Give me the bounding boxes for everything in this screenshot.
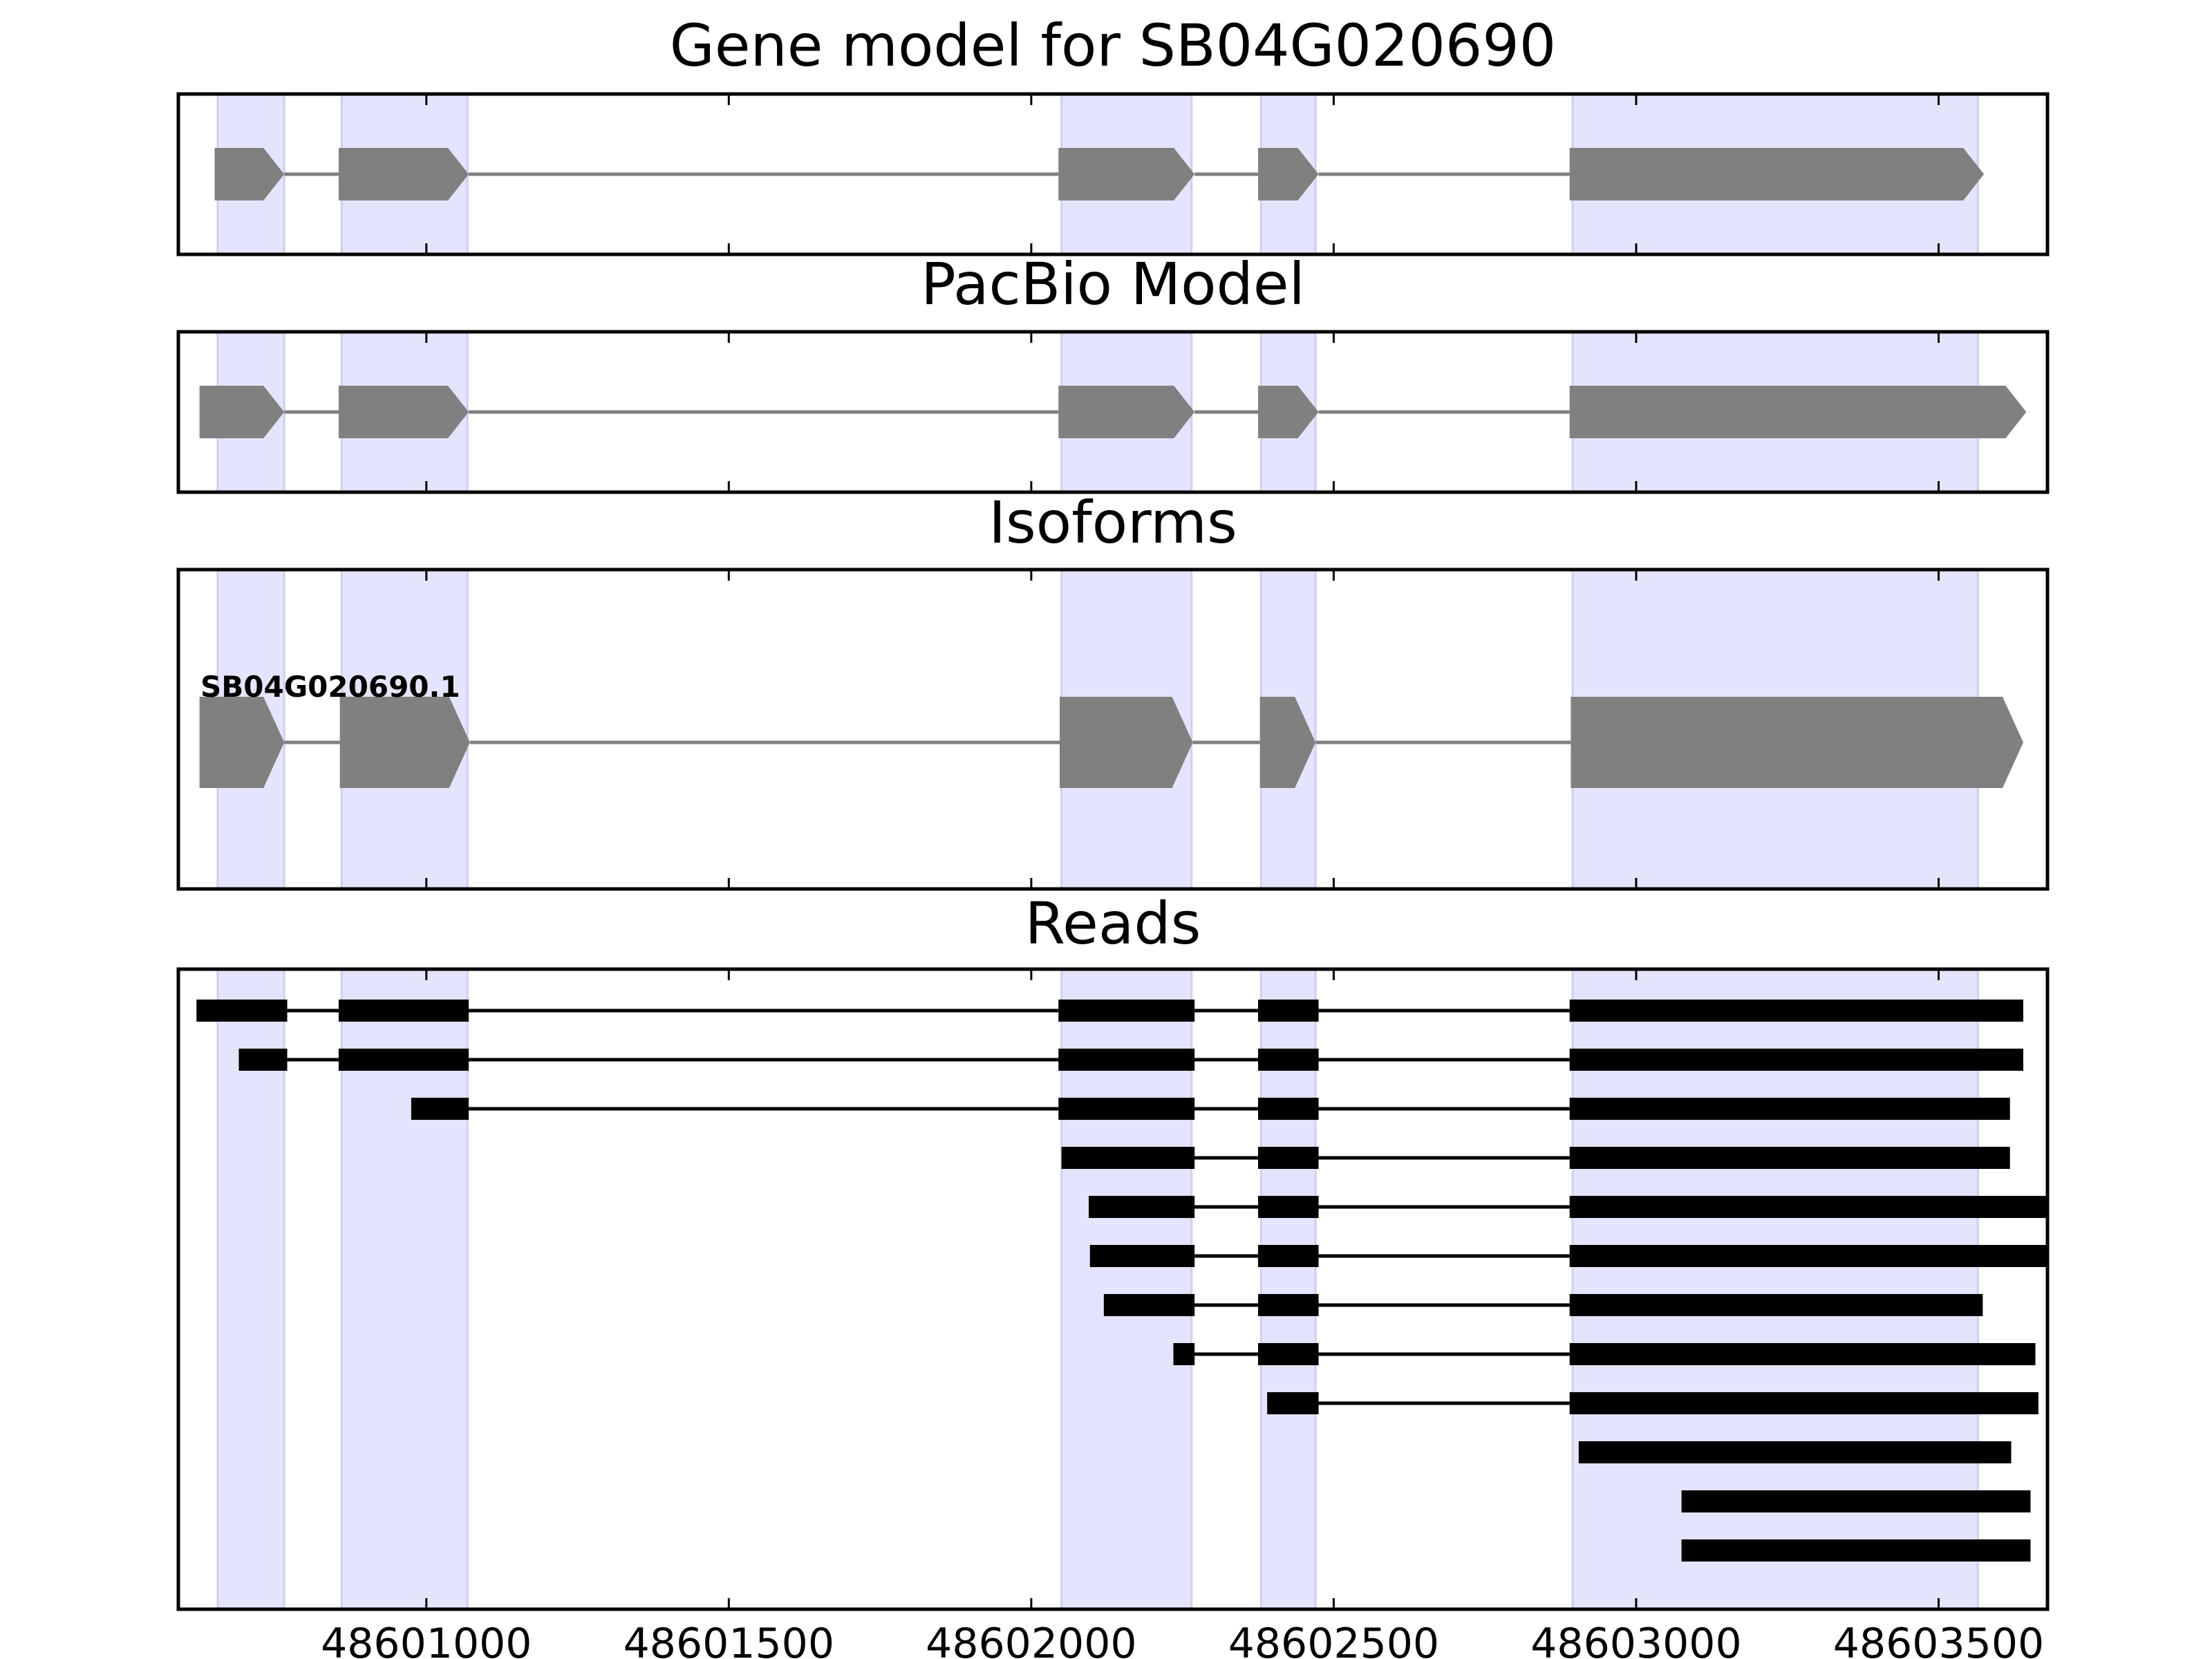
read-block	[1258, 1196, 1319, 1218]
gene-model-ticks	[425, 94, 1940, 254]
pacbio-model-track	[199, 386, 2027, 438]
read-block	[1258, 1098, 1319, 1120]
reads-frame	[176, 967, 2050, 1611]
read-block	[1058, 1000, 1195, 1022]
exon-block	[199, 697, 285, 788]
exon-block	[214, 148, 285, 200]
read-block	[1088, 1196, 1195, 1218]
exon-block	[338, 386, 469, 438]
exon-block	[1058, 148, 1195, 200]
gene-model-track	[214, 148, 1985, 200]
exon-block	[1571, 697, 2023, 788]
reads-ticks	[425, 969, 1940, 1609]
exon-block	[199, 386, 285, 438]
exon-block	[338, 148, 469, 200]
read-block	[1569, 1245, 2047, 1267]
exon-block	[339, 697, 470, 788]
reads-panel	[176, 967, 2050, 1611]
read-block	[1569, 1392, 2038, 1414]
read-block	[1258, 1049, 1319, 1071]
read-block	[1061, 1147, 1195, 1169]
read-block	[1103, 1294, 1195, 1316]
pacbio-model-panel	[176, 330, 2050, 494]
read-block	[1258, 1245, 1319, 1267]
x-tick-label: 48603000	[1530, 1620, 1741, 1659]
read-block	[196, 1000, 288, 1022]
read-block	[1569, 1196, 2047, 1218]
read-block	[238, 1049, 288, 1071]
read-block	[1258, 1000, 1319, 1022]
exon-block	[1258, 386, 1319, 438]
pacbio-model-frame	[176, 330, 2050, 494]
read-block	[1569, 1343, 2036, 1365]
read-block	[1569, 1294, 1983, 1316]
highlight-region	[340, 968, 469, 1611]
x-tick-label: 48603500	[1833, 1620, 2044, 1659]
x-tick-label: 48602000	[926, 1620, 1136, 1659]
isoforms-title: Isoforms	[988, 489, 1237, 556]
reads-title: Reads	[1025, 890, 1201, 957]
x-tick-label: 48601500	[624, 1620, 834, 1659]
highlight-region	[216, 968, 285, 1611]
highlight-region	[1060, 968, 1193, 1611]
isoform-label: SB04G020690.1	[200, 670, 460, 704]
isoforms-frame	[176, 568, 2050, 891]
exon-block	[1259, 697, 1316, 788]
read-block	[1173, 1343, 1195, 1365]
read-block	[1681, 1539, 2031, 1562]
gene-model-frame	[176, 92, 2050, 256]
reads-track	[196, 1000, 2047, 1562]
read-block	[1569, 1049, 2023, 1071]
isoforms-ticks	[425, 570, 1940, 889]
read-block	[338, 1000, 469, 1022]
gene-model-panel	[176, 92, 2050, 256]
read-block	[411, 1098, 469, 1120]
read-block	[1258, 1294, 1319, 1316]
read-block	[1681, 1490, 2031, 1512]
read-block	[1578, 1441, 2012, 1463]
isoforms-track	[199, 697, 2023, 788]
isoforms-panel: SB04G020690.1	[176, 568, 2050, 891]
exon-block	[1569, 386, 2027, 438]
x-axis-tick-labels: 48601000 48601500 48602000 48602500 48603000…	[321, 1620, 2044, 1659]
read-block	[338, 1049, 469, 1071]
exon-block	[1059, 697, 1193, 788]
pacbio-model-ticks	[425, 332, 1940, 492]
highlight-region	[1259, 968, 1317, 1611]
read-block	[1058, 1098, 1195, 1120]
read-block	[1258, 1343, 1319, 1365]
exon-block	[1569, 148, 1985, 200]
read-block	[1569, 1147, 2010, 1169]
read-block	[1569, 1000, 2023, 1022]
gene-model-title: Gene model for SB04G020690	[670, 12, 1556, 79]
x-tick-label: 48601000	[321, 1620, 532, 1659]
read-block	[1569, 1098, 2010, 1120]
exon-block	[1258, 148, 1319, 200]
pacbio-model-title: PacBio Model	[921, 250, 1305, 318]
read-block	[1089, 1245, 1195, 1267]
read-block	[1267, 1392, 1319, 1414]
read-block	[1258, 1147, 1319, 1169]
read-block	[1058, 1049, 1195, 1071]
x-tick-label: 48602500	[1228, 1620, 1439, 1659]
exon-block	[1058, 386, 1195, 438]
